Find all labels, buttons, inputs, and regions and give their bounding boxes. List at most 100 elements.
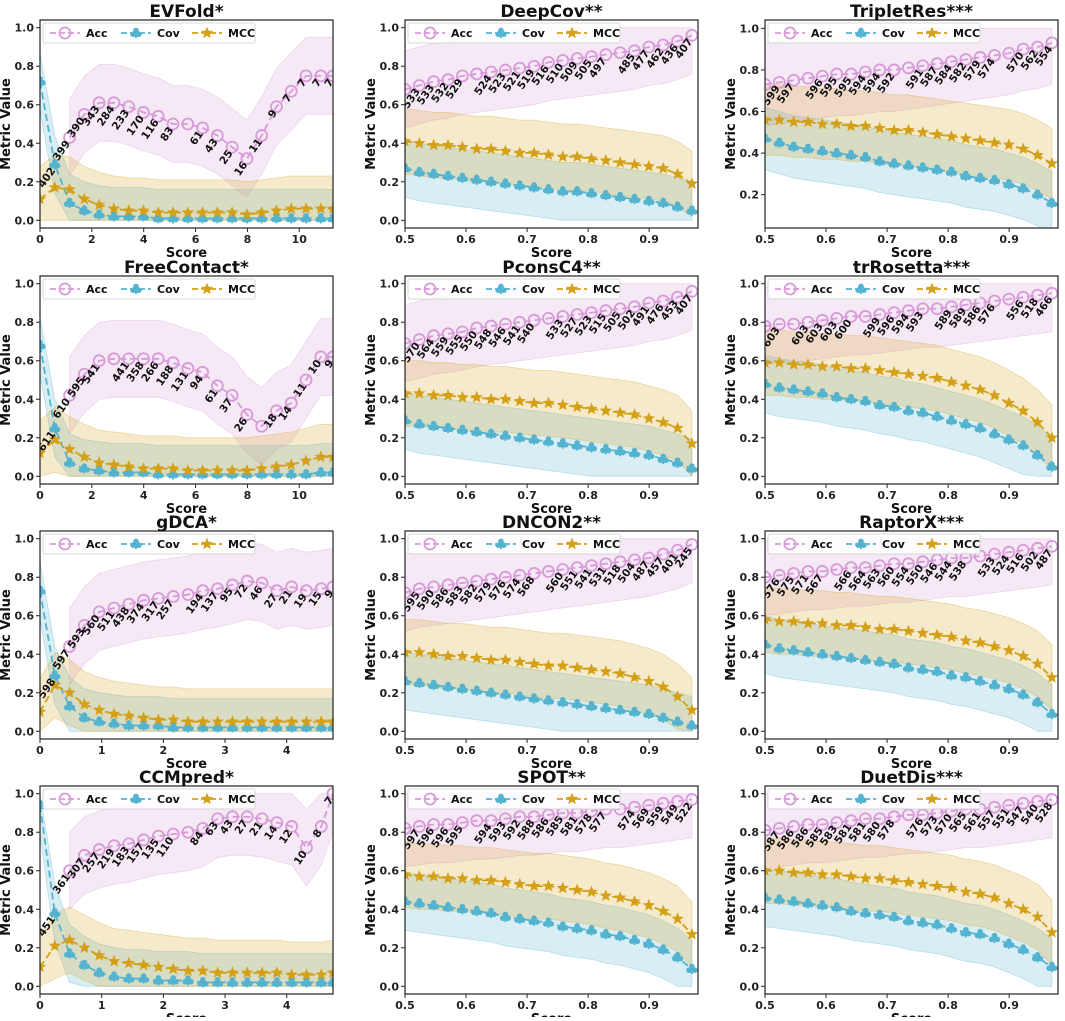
mcc-marker bbox=[200, 537, 214, 550]
acc-marker bbox=[772, 568, 786, 582]
count-label: 9 bbox=[322, 358, 336, 371]
chart-title: trRosetta*** bbox=[853, 258, 970, 278]
x-tick-label: 8 bbox=[244, 489, 252, 502]
acc-marker bbox=[441, 578, 455, 592]
acc-marker bbox=[255, 576, 269, 590]
legend: Acc Cov MCC bbox=[767, 788, 981, 810]
cov-marker bbox=[130, 27, 142, 38]
mcc-marker bbox=[787, 115, 800, 128]
y-axis-label: Metric Value bbox=[364, 844, 379, 936]
mcc-marker bbox=[427, 647, 440, 660]
acc-marker bbox=[285, 580, 299, 594]
acc-marker bbox=[211, 812, 225, 826]
x-tick-label: 0 bbox=[36, 233, 44, 246]
x-tick-label: 0 bbox=[36, 999, 44, 1012]
mcc-marker bbox=[40, 960, 47, 973]
x-tick-label: 0.9 bbox=[999, 999, 1019, 1012]
cov-marker bbox=[413, 166, 425, 178]
cov-marker bbox=[499, 430, 512, 441]
cov-marker bbox=[831, 901, 843, 913]
cov-marker bbox=[542, 436, 555, 447]
acc-marker bbox=[58, 282, 72, 296]
acc-marker bbox=[1016, 42, 1030, 56]
mcc-marker bbox=[585, 663, 598, 675]
acc-marker bbox=[902, 61, 915, 75]
mcc-marker bbox=[513, 877, 526, 890]
acc-marker bbox=[484, 65, 498, 79]
mcc-marker bbox=[844, 870, 858, 882]
mcc-marker bbox=[657, 680, 670, 693]
cov-marker bbox=[600, 702, 612, 714]
cov-marker bbox=[514, 913, 526, 924]
mcc-marker bbox=[413, 136, 426, 149]
acc-marker bbox=[152, 592, 165, 605]
cov-marker bbox=[600, 928, 612, 940]
y-axis-label: Metric Value bbox=[364, 334, 379, 426]
mcc-marker bbox=[196, 715, 209, 727]
cov-marker bbox=[428, 420, 440, 432]
legend: Acc Cov MCC bbox=[767, 278, 981, 300]
acc-band bbox=[69, 542, 333, 687]
mcc-marker bbox=[78, 192, 91, 205]
acc-marker bbox=[585, 559, 598, 573]
acc-marker bbox=[314, 582, 328, 596]
cov-marker bbox=[241, 977, 253, 988]
mcc-marker bbox=[859, 871, 872, 884]
cov-marker bbox=[63, 197, 76, 208]
acc-marker bbox=[300, 584, 313, 598]
legend-label: Cov bbox=[882, 27, 906, 40]
mcc-marker bbox=[211, 715, 224, 727]
mcc-marker bbox=[470, 651, 483, 664]
mcc-marker bbox=[48, 433, 61, 445]
mcc-marker bbox=[181, 964, 195, 977]
x-tick-label: 4 bbox=[283, 999, 291, 1012]
acc-marker bbox=[783, 282, 797, 296]
cov-marker bbox=[960, 170, 972, 181]
acc-marker bbox=[959, 53, 973, 66]
acc-marker bbox=[270, 584, 284, 598]
mcc-marker bbox=[527, 146, 541, 159]
cov-marker bbox=[816, 900, 828, 911]
legend-label: Acc bbox=[86, 283, 108, 296]
acc-marker bbox=[527, 59, 541, 73]
legend: Acc Cov MCC bbox=[42, 22, 256, 44]
y-tick-label: 0.4 bbox=[15, 137, 35, 150]
mcc-markers bbox=[765, 113, 1058, 169]
cov-marker bbox=[643, 195, 655, 207]
cov-marker bbox=[831, 147, 843, 159]
acc-marker bbox=[240, 810, 254, 824]
mcc-marker bbox=[441, 649, 455, 662]
mcc-marker bbox=[873, 363, 886, 376]
acc-marker bbox=[1016, 796, 1030, 810]
x-tick-label: 0.9 bbox=[639, 744, 659, 757]
mcc-marker bbox=[556, 659, 569, 672]
mcc-marker bbox=[196, 206, 209, 218]
mcc-marker bbox=[599, 889, 612, 901]
acc-marker bbox=[240, 408, 254, 422]
acc-marker bbox=[902, 557, 915, 571]
x-tick-label: 3 bbox=[221, 999, 229, 1012]
x-tick-label: 0.7 bbox=[517, 999, 537, 1012]
mcc-marker bbox=[565, 282, 579, 295]
cov-band bbox=[40, 561, 333, 732]
mcc-markers bbox=[765, 613, 1058, 683]
mcc-marker bbox=[614, 667, 627, 679]
acc-marker bbox=[122, 100, 136, 114]
y-tick-label: 0.2 bbox=[740, 687, 760, 700]
x-tick-label: 0.7 bbox=[877, 489, 897, 502]
acc-marker bbox=[656, 38, 670, 52]
mcc-marker bbox=[787, 866, 800, 878]
chart-title: DNCON2** bbox=[502, 513, 601, 533]
mcc-marker bbox=[166, 206, 180, 218]
acc-marker bbox=[255, 129, 269, 142]
legend-label: Acc bbox=[451, 793, 473, 806]
acc-marker bbox=[412, 333, 426, 346]
y-axis-label: Metric Value bbox=[724, 844, 739, 936]
mcc-marker bbox=[556, 150, 569, 162]
acc-marker bbox=[916, 59, 930, 73]
